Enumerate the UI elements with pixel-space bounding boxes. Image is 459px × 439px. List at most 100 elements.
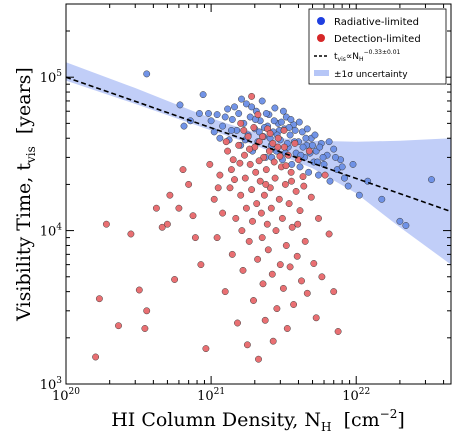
detection-point-92 [298, 277, 305, 285]
x-tick-label-1: 1021 [197, 387, 225, 404]
radiative-point-88 [316, 143, 324, 151]
radiative-point-82 [291, 126, 299, 134]
radiative-point-77 [270, 117, 278, 125]
radiative-point-85 [303, 125, 311, 133]
radiative-point-9 [213, 111, 221, 119]
detection-point-31 [234, 319, 241, 327]
radiative-point-13 [228, 116, 236, 123]
detection-point-122 [255, 157, 263, 165]
radiative-point-91 [332, 153, 339, 161]
detection-point-49 [254, 255, 262, 263]
x-axis-title-main: HI Column Density, N [111, 409, 321, 431]
detection-point-15 [185, 180, 193, 188]
detection-point-52 [256, 177, 264, 185]
legend-label-band: ±1σ uncertainty [334, 70, 408, 80]
legend-box [308, 8, 447, 85]
radiative-point-106 [302, 134, 310, 142]
detection-point-76 [279, 284, 287, 292]
detection-point-43 [248, 186, 256, 194]
radiative-point-26 [258, 97, 266, 105]
detection-point-0 [92, 353, 100, 361]
radiative-point-79 [279, 107, 287, 115]
detection-point-117 [280, 126, 288, 134]
detection-point-65 [268, 270, 276, 278]
detection-point-1 [95, 295, 103, 303]
radiative-point-4 [195, 110, 203, 117]
detection-point-64 [267, 204, 275, 212]
detection-point-33 [237, 191, 245, 199]
detection-point-8 [152, 204, 160, 212]
radiative-point-81 [287, 116, 295, 123]
detection-point-110 [227, 166, 235, 174]
detection-point-60 [263, 220, 271, 228]
radiative-points [143, 70, 435, 229]
detection-point-7 [143, 307, 151, 315]
y-axis-title-unit: [years] [13, 67, 35, 134]
detection-point-102 [321, 171, 329, 179]
detection-point-3 [115, 322, 122, 330]
radiative-point-83 [295, 118, 303, 126]
detection-point-103 [325, 230, 333, 238]
detection-point-5 [135, 286, 143, 294]
detection-point-20 [206, 160, 214, 168]
detection-point-55 [259, 280, 267, 288]
y-axis-title-sub: vis [24, 146, 38, 164]
detection-point-126 [282, 162, 290, 170]
detection-point-29 [229, 156, 237, 164]
legend-marker-band [314, 70, 329, 76]
detection-point-107 [237, 119, 245, 127]
radiative-point-65 [355, 191, 363, 199]
detection-point-53 [257, 209, 265, 217]
detection-point-21 [210, 195, 218, 203]
detection-point-30 [232, 214, 240, 222]
detection-point-70 [273, 305, 281, 313]
radiative-point-0 [143, 70, 151, 78]
legend: Radiative-limited Detection-limited tvis… [308, 8, 447, 85]
detection-point-44 [249, 217, 256, 225]
detection-point-67 [270, 158, 278, 166]
detection-point-75 [278, 214, 286, 222]
radiative-point-8 [210, 128, 218, 136]
radiative-point-74 [255, 128, 263, 136]
detection-point-73 [276, 261, 284, 269]
detection-point-58 [261, 316, 269, 324]
detection-point-84 [287, 168, 295, 176]
detection-point-11 [166, 191, 174, 199]
detection-point-69 [272, 227, 280, 235]
detection-point-19 [202, 345, 210, 353]
detection-point-97 [307, 193, 315, 201]
detection-point-94 [301, 237, 309, 245]
detection-point-83 [286, 263, 294, 271]
radiative-point-50 [305, 168, 313, 176]
detection-point-13 [175, 204, 183, 212]
radiative-point-18 [242, 100, 250, 108]
detection-point-6 [141, 325, 149, 332]
detection-point-89 [293, 252, 301, 260]
radiative-point-103 [285, 124, 293, 131]
detection-point-10 [163, 220, 171, 228]
detection-point-2 [102, 220, 110, 228]
detection-point-115 [266, 129, 274, 137]
x-axis-title: HI Column Density, NH [cm−2] [111, 407, 405, 434]
radiative-point-33 [271, 104, 279, 112]
radiative-point-72 [238, 95, 245, 103]
radiative-point-84 [299, 143, 307, 151]
radiative-point-58 [326, 177, 334, 185]
radiative-point-59 [330, 145, 338, 153]
detection-point-129 [300, 182, 308, 190]
radiative-point-107 [309, 141, 316, 149]
detection-point-128 [294, 220, 302, 228]
legend-marker-detection [317, 34, 325, 42]
detection-point-72 [275, 195, 283, 203]
radiative-point-101 [277, 118, 285, 126]
uncertainty-band [66, 62, 451, 265]
detection-point-85 [288, 223, 296, 231]
legend-label-radiative: Radiative-limited [334, 17, 419, 28]
detection-point-113 [250, 124, 258, 131]
detection-point-50 [255, 355, 262, 363]
detection-point-22 [213, 234, 221, 242]
detection-point-25 [221, 288, 229, 296]
detection-point-39 [243, 341, 251, 349]
detection-point-54 [258, 234, 266, 242]
